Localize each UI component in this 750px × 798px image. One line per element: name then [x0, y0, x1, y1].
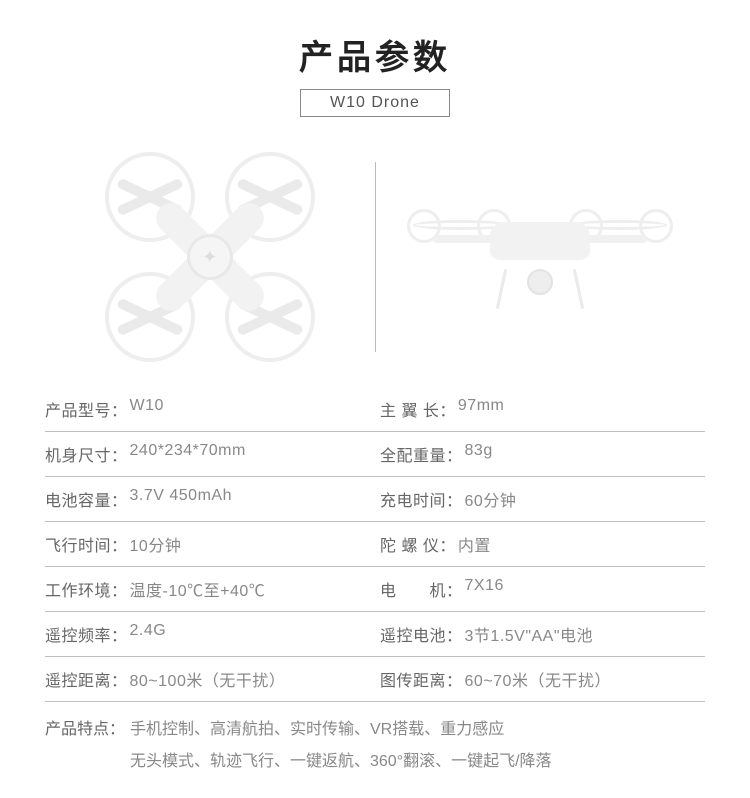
spec-key: 工作环境： — [45, 577, 128, 601]
spec-row: 电池容量：3.7V 450mAh充电时间：60分钟 — [45, 476, 705, 521]
product-images: ✦ — [45, 142, 705, 372]
spec-row: 产品型号：W10主 翼 长：97mm — [45, 387, 705, 431]
spec-key: 陀 螺 仪： — [380, 532, 456, 556]
spec-cell: 主 翼 长：97mm — [370, 397, 705, 421]
camera-icon — [527, 269, 553, 295]
spec-key: 电 机： — [380, 577, 463, 601]
spec-value: W10 — [130, 397, 164, 421]
spec-row: 机身尺寸：240*234*70mm全配重量：83g — [45, 431, 705, 476]
spec-cell: 机身尺寸：240*234*70mm — [45, 442, 370, 466]
spec-row: 飞行时间：10分钟陀 螺 仪：内置 — [45, 521, 705, 566]
spec-value: 60分钟 — [465, 487, 517, 511]
spec-key: 产品型号： — [45, 397, 128, 421]
spec-row: 工作环境：温度-10℃至+40℃电 机：7X16 — [45, 566, 705, 611]
spec-row: 遥控频率：2.4G遥控电池：3节1.5V"AA"电池 — [45, 611, 705, 656]
spec-key: 机身尺寸： — [45, 442, 128, 466]
spec-row: 遥控距离：80~100米（无干扰）图传距离：60~70米（无干扰） — [45, 656, 705, 701]
spec-value: 温度-10℃至+40℃ — [130, 577, 266, 601]
spec-cell: 工作环境：温度-10℃至+40℃ — [45, 577, 370, 601]
spec-cell: 遥控电池：3节1.5V"AA"电池 — [370, 622, 705, 646]
spec-key: 主 翼 长： — [380, 397, 456, 421]
spec-cell: 遥控频率：2.4G — [45, 622, 370, 646]
spec-key: 充电时间： — [380, 487, 463, 511]
spec-key: 图传距离： — [380, 667, 463, 691]
spec-value: 83g — [465, 442, 493, 466]
features-key: 产品特点： — [45, 714, 125, 746]
landing-leg-icon — [573, 269, 584, 309]
spec-cell: 电池容量：3.7V 450mAh — [45, 487, 370, 511]
spec-cell: 电 机：7X16 — [370, 577, 705, 601]
spec-cell: 遥控距离：80~100米（无干扰） — [45, 667, 370, 691]
spec-key: 全配重量： — [380, 442, 463, 466]
spec-value: 240*234*70mm — [130, 442, 246, 466]
spec-key: 遥控电池： — [380, 622, 463, 646]
spec-value: 内置 — [458, 532, 491, 556]
page-title: 产品参数 — [45, 30, 705, 79]
spec-value: 2.4G — [130, 622, 167, 646]
spec-key: 电池容量： — [45, 487, 128, 511]
spec-key: 遥控频率： — [45, 622, 128, 646]
drone-top-view: ✦ — [45, 142, 375, 372]
spec-value: 80~100米（无干扰） — [130, 667, 286, 691]
spec-cell: 充电时间：60分钟 — [370, 487, 705, 511]
spec-cell: 图传距离：60~70米（无干扰） — [370, 667, 705, 691]
subtitle-box: W10 Drone — [300, 89, 450, 117]
drone-side-view — [376, 142, 706, 372]
spec-key: 遥控距离： — [45, 667, 128, 691]
spec-cell: 全配重量：83g — [370, 442, 705, 466]
drone-body-icon — [490, 222, 590, 260]
features-line: 无头模式、轨迹飞行、一键返航、360°翻滚、一键起飞/降落 — [130, 746, 705, 778]
spec-value: 97mm — [458, 397, 504, 421]
drone-hub-icon: ✦ — [187, 234, 233, 280]
spec-key: 飞行时间： — [45, 532, 128, 556]
spec-cell: 飞行时间：10分钟 — [45, 532, 370, 556]
spec-value: 7X16 — [465, 577, 504, 601]
spec-value: 3节1.5V"AA"电池 — [465, 622, 594, 646]
spec-table: 产品型号：W10主 翼 长：97mm机身尺寸：240*234*70mm全配重量：… — [45, 387, 705, 701]
spec-cell: 陀 螺 仪：内置 — [370, 532, 705, 556]
spec-cell: 产品型号：W10 — [45, 397, 370, 421]
spec-value: 60~70米（无干扰） — [465, 667, 611, 691]
landing-leg-icon — [496, 269, 507, 309]
spec-value: 10分钟 — [130, 532, 182, 556]
spec-value: 3.7V 450mAh — [130, 487, 232, 511]
features-line: 手机控制、高清航拍、实时传输、VR搭载、重力感应 — [130, 714, 705, 746]
features-row: 产品特点： 手机控制、高清航拍、实时传输、VR搭载、重力感应 无头模式、轨迹飞行… — [45, 701, 705, 778]
